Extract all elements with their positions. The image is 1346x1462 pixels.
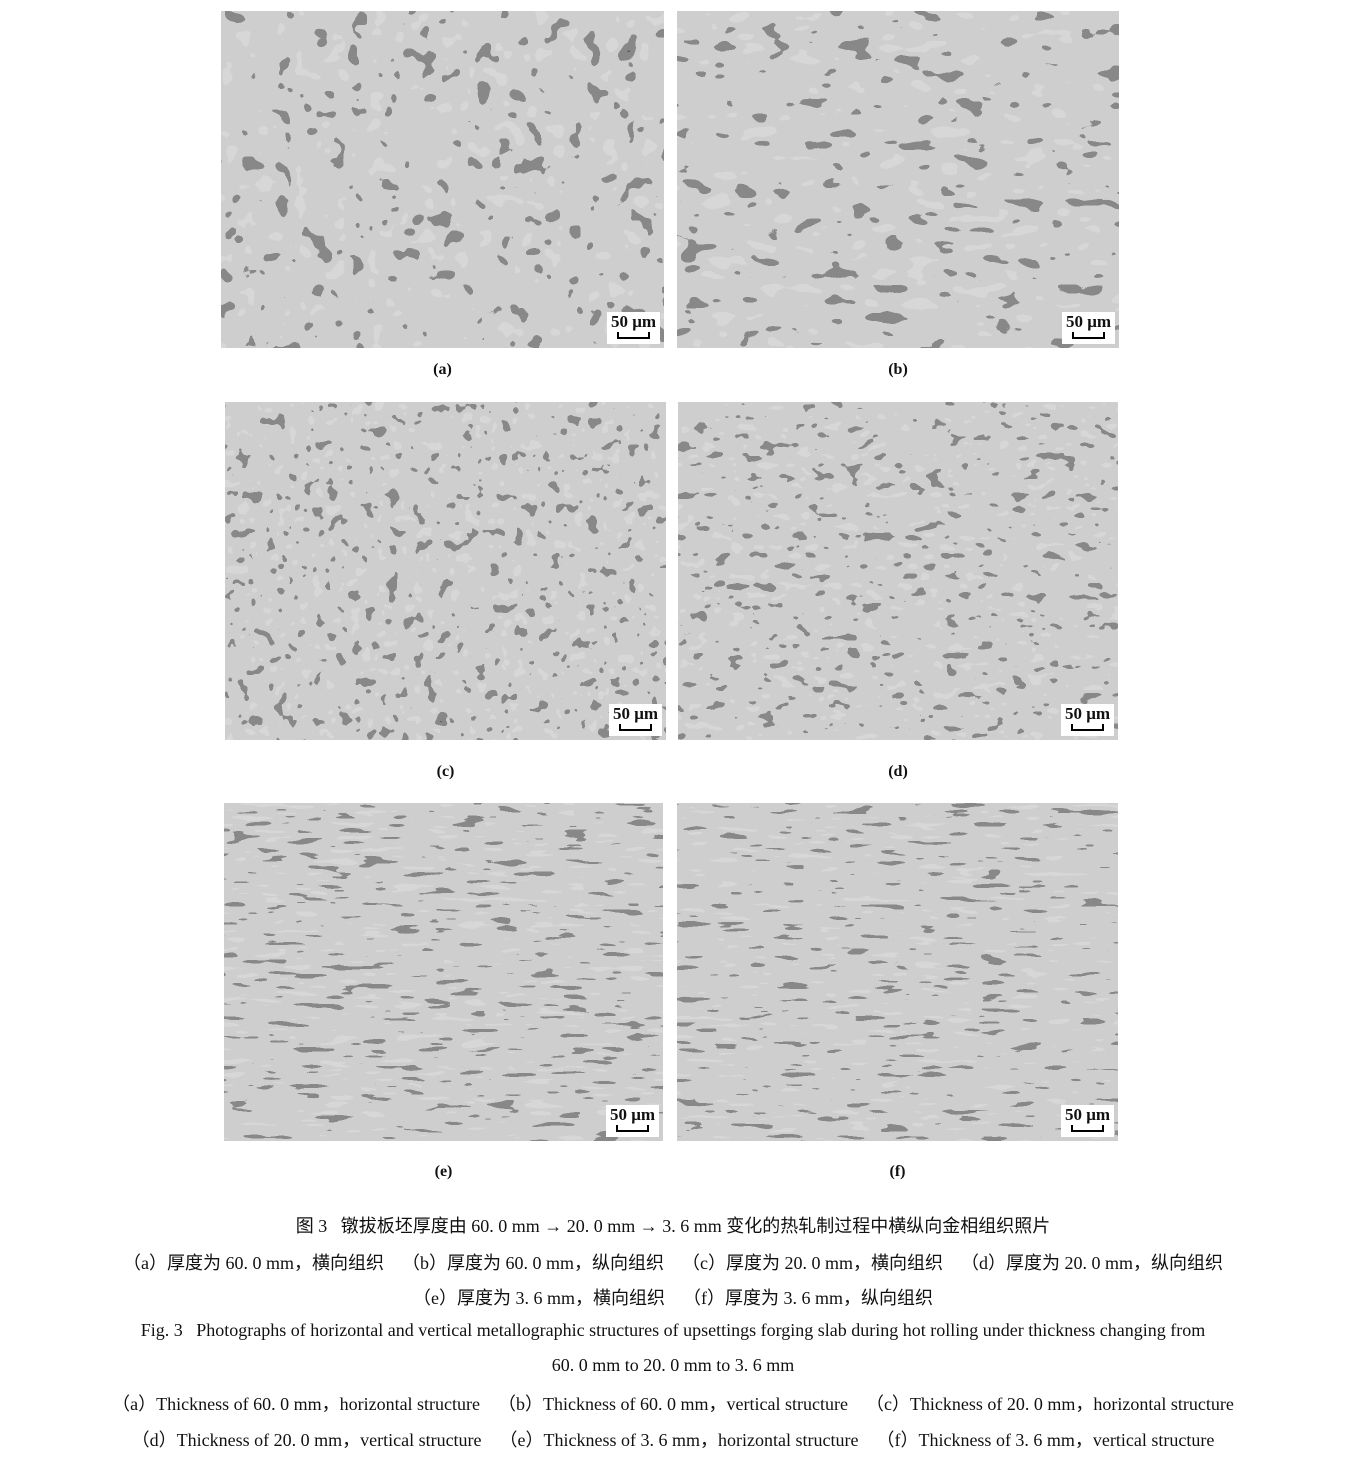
micrograph-panel: 50 μm	[225, 402, 666, 740]
scale-bar-label: 50 μm	[1065, 312, 1111, 331]
scale-bar-line	[618, 724, 652, 731]
micrograph-image	[677, 11, 1119, 348]
micrograph-panel: 50 μm	[677, 803, 1118, 1141]
micrograph-panel: 50 μm	[678, 402, 1118, 740]
caption-zh-line-2: （e）厚度为 3. 6 mm，横向组织 （f）厚度为 3. 6 mm，纵向组织	[413, 1288, 933, 1308]
panel-label: (b)	[888, 361, 908, 378]
caption-en-title-2: 60. 0 mm to 20. 0 mm to 3. 6 mm	[551, 1355, 795, 1375]
scale-bar: 50 μm	[608, 704, 662, 736]
micrograph-panel: 50 μm	[224, 803, 663, 1141]
caption-en-line-1: （a）Thickness of 60. 0 mm，horizontal stru…	[112, 1394, 1234, 1414]
scale-bar-line	[1070, 1125, 1104, 1132]
micrograph-image	[225, 402, 666, 740]
micrograph-image	[224, 803, 663, 1141]
scale-bar-label: 50 μm	[610, 312, 656, 331]
scale-bar-line	[1070, 724, 1104, 731]
panel-label: (f)	[889, 1163, 906, 1180]
micrograph-panel: 50 μm	[221, 11, 664, 348]
caption-zh-title: 图 3 镦拔板坯厚度由 60. 0 mm → 20. 0 mm → 3. 6 m…	[295, 1216, 1051, 1236]
scale-bar-label: 50 μm	[612, 704, 658, 723]
panel-label: (c)	[436, 763, 455, 780]
scale-bar: 50 μm	[605, 1105, 659, 1137]
scale-bar: 50 μm	[1061, 312, 1115, 344]
micrograph-image	[677, 803, 1118, 1141]
caption-en-title-1: Fig. 3 Photographs of horizontal and ver…	[140, 1320, 1206, 1340]
caption-en-line-2: （d）Thickness of 20. 0 mm，vertical struct…	[131, 1430, 1215, 1450]
scale-bar-label: 50 μm	[1064, 1105, 1110, 1124]
scale-bar: 50 μm	[1060, 1105, 1114, 1137]
scale-bar: 50 μm	[1060, 704, 1114, 736]
panel-label: (d)	[888, 763, 908, 780]
micrograph-image	[678, 402, 1118, 740]
panel-label: (e)	[434, 1163, 453, 1180]
scale-bar: 50 μm	[606, 312, 660, 344]
scale-bar-label: 50 μm	[1064, 704, 1110, 723]
caption-zh-line-1: （a）厚度为 60. 0 mm，横向组织 （b）厚度为 60. 0 mm，纵向组…	[123, 1253, 1223, 1273]
micrograph-panel: 50 μm	[677, 11, 1119, 348]
scale-bar-line	[1071, 332, 1105, 339]
scale-bar-label: 50 μm	[609, 1105, 655, 1124]
micrograph-image	[221, 11, 664, 348]
panel-label: (a)	[433, 361, 452, 378]
scale-bar-line	[616, 332, 650, 339]
scale-bar-line	[615, 1125, 649, 1132]
